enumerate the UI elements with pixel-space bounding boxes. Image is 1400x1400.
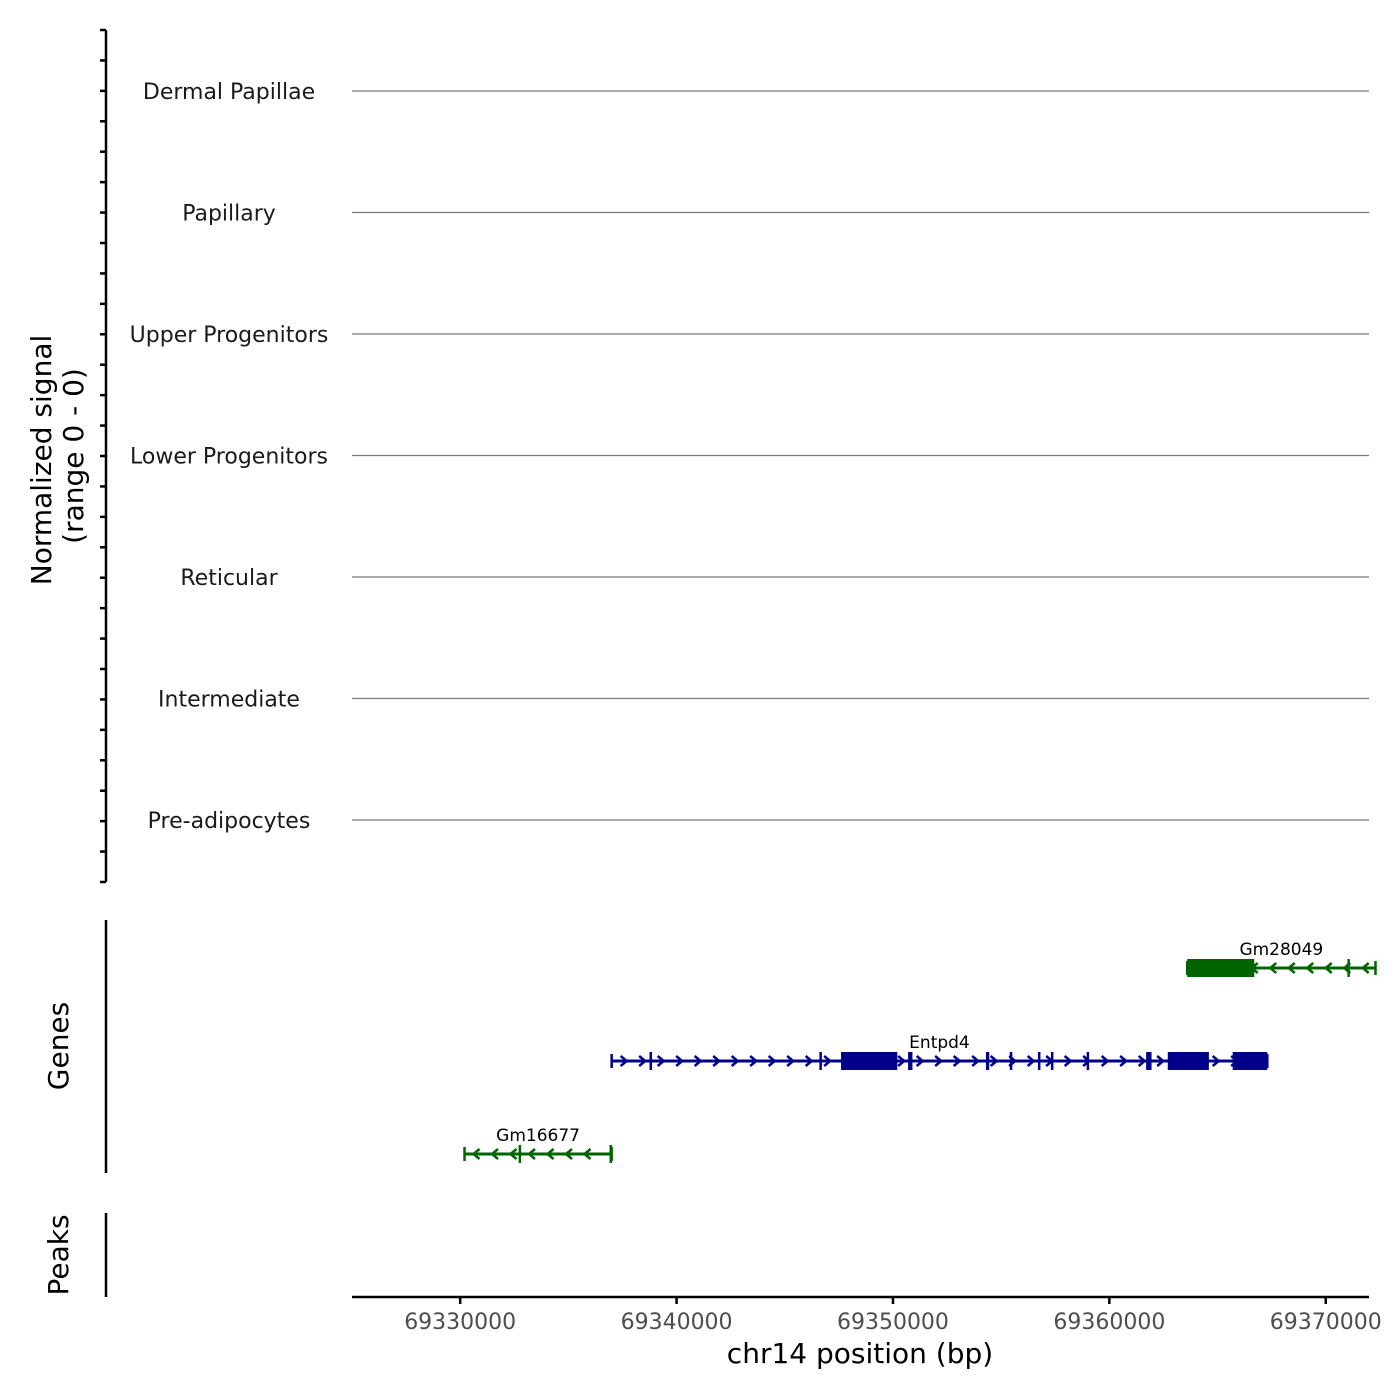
track-label: Lower Progenitors [130, 445, 328, 470]
strand-arrow [1137, 1055, 1147, 1067]
gene-entpd4: Entpd4 [610, 1033, 1269, 1070]
gene-exon [1187, 959, 1255, 977]
strand-arrow [823, 1055, 833, 1067]
gene-models: Gm28049 Entpd4 Gm16677 [463, 940, 1377, 1163]
strand-arrow [1063, 1055, 1073, 1067]
strand-arrow [564, 1148, 573, 1160]
track-label: Pre-adipocytes [148, 809, 311, 834]
strand-arrow [619, 1055, 629, 1067]
x-tick-label: 69350000 [837, 1310, 949, 1335]
gene-exon [1167, 1052, 1209, 1070]
x-tick-label: 69370000 [1270, 1310, 1382, 1335]
gene-label: Entpd4 [909, 1033, 970, 1053]
gene-exon [1037, 1052, 1041, 1070]
gene-exon [518, 1145, 522, 1163]
track-label: Dermal Papillae [143, 80, 315, 105]
strand-arrow [804, 1055, 814, 1067]
gene-gm28049: Gm28049 [1185, 940, 1377, 977]
x-tick-label: 69360000 [1053, 1310, 1165, 1335]
strand-arrow [786, 1055, 796, 1067]
coverage-tracks: Dermal Papillae Papillary Upper Progenitor… [130, 80, 1369, 834]
strand-arrow [490, 1148, 499, 1160]
gene-label: Gm28049 [1239, 940, 1323, 960]
coverage-axis-ticks [100, 28, 106, 884]
gene-exon [609, 1145, 612, 1163]
peaks-y-axis-title: Peaks [42, 1214, 75, 1295]
gene-exon [819, 1052, 822, 1070]
strand-arrow [675, 1055, 685, 1067]
gene-exon [1050, 1052, 1054, 1070]
strand-arrow [638, 1055, 648, 1067]
x-tick-label: 69340000 [621, 1310, 733, 1335]
strand-arrow [934, 1055, 944, 1067]
strand-arrow [1082, 1055, 1092, 1067]
gene-exon [1347, 959, 1350, 977]
strand-arrow [952, 1055, 962, 1067]
gene-exon [986, 1052, 990, 1070]
track-label: Reticular [180, 566, 278, 591]
strand-arrow [712, 1055, 722, 1067]
strand-arrow [1286, 962, 1296, 974]
strand-arrow [582, 1148, 592, 1160]
gene-label: Gm16677 [496, 1126, 580, 1146]
gene-gm16677: Gm16677 [463, 1126, 613, 1163]
strand-arrow [1268, 962, 1278, 974]
coverage-y-axis-title: Normalized signal [25, 335, 58, 586]
strand-arrow [1360, 962, 1370, 974]
strand-arrow [1100, 1055, 1110, 1067]
track-label: Papillary [182, 202, 276, 227]
strand-arrow [1211, 1055, 1221, 1067]
strand-arrow [971, 1055, 981, 1067]
track-label: Intermediate [158, 688, 300, 713]
x-axis-ticks: 69330000 69340000 69350000 69360000 69370000 [404, 1297, 1382, 1335]
strand-arrow [527, 1148, 536, 1160]
coverage-y-axis-range: (range 0 - 0) [57, 368, 90, 544]
strand-arrow [656, 1055, 666, 1067]
gene-exon [841, 1052, 898, 1070]
track-label: Upper Progenitors [130, 323, 329, 348]
gene-exon [1086, 1052, 1090, 1070]
strand-arrow [1026, 1055, 1036, 1067]
coverage-y-axis [100, 28, 108, 884]
strand-arrow [897, 1055, 907, 1067]
strand-arrow [989, 1055, 999, 1067]
gene-exon [1009, 1052, 1013, 1070]
strand-arrow [915, 1055, 925, 1067]
strand-arrow [767, 1055, 777, 1067]
strand-arrow [471, 1148, 481, 1160]
strand-arrow [545, 1148, 555, 1160]
strand-arrow [1305, 962, 1315, 974]
strand-arrow [1323, 962, 1333, 974]
x-axis-title: chr14 position (bp) [727, 1337, 993, 1370]
strand-arrow [1156, 1055, 1166, 1067]
strand-arrow [749, 1055, 759, 1067]
genes-y-axis-title: Genes [42, 1002, 75, 1090]
gene-exon [1232, 1052, 1268, 1070]
gene-exon [1146, 1052, 1152, 1070]
strand-arrow [508, 1148, 518, 1160]
strand-arrow [730, 1055, 740, 1067]
strand-arrow [693, 1055, 703, 1067]
strand-arrow [1119, 1055, 1129, 1067]
gene-exon [649, 1052, 653, 1070]
gene-exon [908, 1052, 913, 1070]
x-tick-label: 69330000 [404, 1310, 516, 1335]
